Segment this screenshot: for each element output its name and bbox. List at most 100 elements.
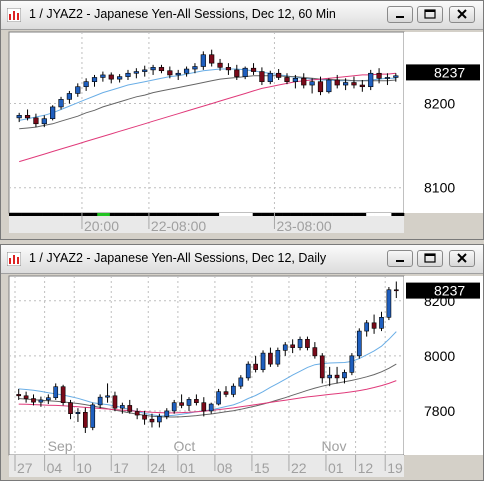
plot-area xyxy=(8,31,405,214)
close-button[interactable] xyxy=(449,250,475,267)
session-bar-segment xyxy=(227,213,233,216)
candle-body xyxy=(223,391,229,395)
session-bar-segment xyxy=(160,213,165,216)
session-bar-segment xyxy=(181,213,186,216)
candle-body xyxy=(179,402,184,406)
session-bar-segment xyxy=(93,213,98,216)
session-bar-segment xyxy=(311,213,317,216)
y-tick-label: 8100 xyxy=(424,180,455,196)
candle-body xyxy=(356,330,362,357)
x-tick-label: 01 xyxy=(328,460,344,476)
candle-body xyxy=(100,74,106,78)
x-tick-label: 19 xyxy=(387,460,403,476)
session-bar-segment xyxy=(395,213,401,216)
candle-body xyxy=(386,289,392,318)
x-tick-label: 22-08:00 xyxy=(151,218,206,234)
minimize-icon xyxy=(396,16,404,18)
y-tick-label: 7800 xyxy=(424,403,455,419)
candle-body xyxy=(334,79,340,86)
candle-body xyxy=(127,405,133,412)
session-bar-segment xyxy=(88,213,94,216)
candle-body xyxy=(309,81,315,86)
candle-body xyxy=(259,71,265,82)
candle-body xyxy=(208,403,214,412)
candle-body xyxy=(33,117,39,125)
restore-icon xyxy=(424,9,436,19)
ma-slow-line xyxy=(18,363,397,418)
session-bar-segment xyxy=(353,213,359,216)
session-bar-segment xyxy=(63,213,69,216)
candle-body xyxy=(83,81,89,88)
ma-slow-line xyxy=(19,75,396,130)
candle-body xyxy=(38,399,44,403)
candle-body xyxy=(359,84,365,88)
candle-body xyxy=(68,402,73,414)
session-bar-segment xyxy=(126,213,132,216)
session-bar-segment xyxy=(202,213,207,216)
candle-body xyxy=(175,72,181,76)
session-bar-segment xyxy=(269,213,275,216)
candle-body xyxy=(90,404,96,428)
session-bar-segment xyxy=(42,213,48,216)
session-bar-segment xyxy=(46,213,52,216)
session-bar-segment xyxy=(76,213,81,216)
chart-app-icon xyxy=(7,8,21,22)
session-bar-segment xyxy=(382,213,388,216)
session-bar-segment xyxy=(38,213,43,216)
session-bar-segment xyxy=(143,213,148,216)
candle-body xyxy=(351,82,357,86)
candle-body xyxy=(209,54,215,64)
session-bar-segment xyxy=(84,213,90,216)
session-bar-segment xyxy=(319,213,325,216)
session-bar-segment xyxy=(118,213,123,216)
minimize-button[interactable] xyxy=(387,6,413,23)
session-bar-segment xyxy=(25,213,31,216)
candle-body xyxy=(292,78,298,82)
minimize-button[interactable] xyxy=(387,250,413,267)
session-bar-segment xyxy=(361,213,367,216)
candle-body xyxy=(58,99,64,108)
chart-app-icon xyxy=(7,252,21,266)
price-axis-panel xyxy=(404,32,483,213)
candle-body xyxy=(167,70,173,76)
session-bar-segment xyxy=(206,213,212,216)
restore-button[interactable] xyxy=(417,6,443,23)
session-bar-segment xyxy=(177,213,182,216)
candle-body xyxy=(83,412,88,428)
candle-body xyxy=(284,77,290,82)
session-bar-segment xyxy=(189,213,195,216)
session-bar-segment xyxy=(277,213,283,216)
session-bar-segment xyxy=(151,213,157,216)
candle-body xyxy=(290,344,295,348)
candle-body xyxy=(268,352,273,365)
session-bar-segment xyxy=(223,213,228,216)
candle-body xyxy=(158,67,165,72)
y-tick-label: 8200 xyxy=(424,96,455,112)
session-bar-segment xyxy=(294,213,300,216)
session-bar-segment xyxy=(193,213,199,216)
candle-body xyxy=(134,411,140,416)
session-bar-segment xyxy=(273,213,279,216)
candle-body xyxy=(376,72,382,79)
candle-body xyxy=(393,75,399,78)
hourly-price-chart[interactable]: 8200 8100 8237 20:00 22-08:00 23-08:00 xyxy=(1,30,483,235)
x-tick-label: 08 xyxy=(217,460,233,476)
session-bar-segment xyxy=(378,213,384,216)
session-bar-segment xyxy=(17,213,22,216)
title-bar[interactable]: 1 / JYAZ2 - Japanese Yen-All Sessions, D… xyxy=(1,245,483,274)
candle-body xyxy=(125,72,131,77)
session-bar-segment xyxy=(357,213,363,216)
last-price-label: 8237 xyxy=(434,64,465,80)
title-bar[interactable]: 1 / JYAZ2 - Japanese Yen-All Sessions, D… xyxy=(1,1,483,30)
session-bar-segment xyxy=(101,213,106,216)
restore-button[interactable] xyxy=(417,250,443,267)
close-button[interactable] xyxy=(449,6,475,23)
session-bar-segment xyxy=(374,213,380,216)
window-title: 1 / JYAZ2 - Japanese Yen-All Sessions, D… xyxy=(29,251,327,265)
candle-body xyxy=(276,72,282,78)
candle-body xyxy=(297,339,303,348)
price-axis-panel xyxy=(404,276,483,455)
session-bar-segment xyxy=(340,213,346,216)
session-bar-segment xyxy=(387,213,392,216)
